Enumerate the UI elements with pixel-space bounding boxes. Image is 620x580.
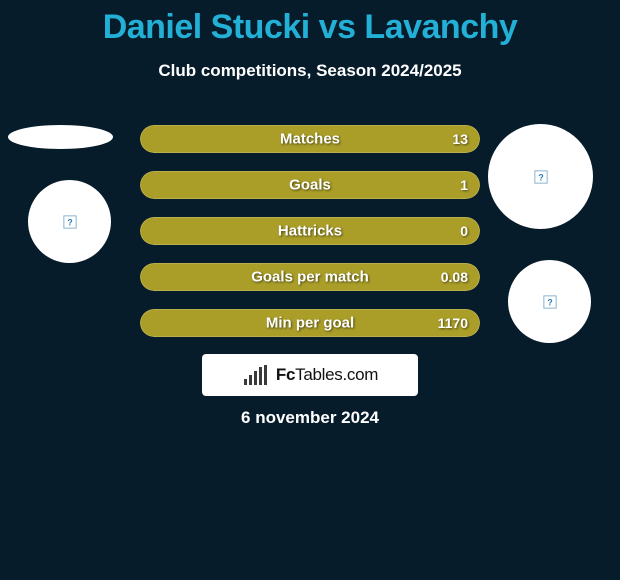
player-right-badge-2: ? <box>508 260 591 343</box>
subtitle: Club competitions, Season 2024/2025 <box>0 61 620 81</box>
stat-label: Min per goal <box>266 315 354 332</box>
player-right-badge-1: ? <box>488 124 593 229</box>
stat-bar: Goals 1 <box>140 171 480 199</box>
page-title: Daniel Stucki vs Lavanchy <box>0 0 620 47</box>
stat-bar: Matches 13 <box>140 125 480 153</box>
stat-bar: Hattricks 0 <box>140 217 480 245</box>
stat-label: Goals per match <box>251 269 369 286</box>
stat-bar: Goals per match 0.08 <box>140 263 480 291</box>
svg-text:?: ? <box>538 172 543 182</box>
stat-value: 1 <box>460 177 468 193</box>
svg-text:?: ? <box>67 217 72 227</box>
date-text: 6 november 2024 <box>0 408 620 428</box>
decor-ellipse <box>8 125 113 149</box>
stats-bars: Matches 13 Goals 1 Hattricks 0 Goals per match… <box>140 125 480 355</box>
stat-bar: Min per goal 1170 <box>140 309 480 337</box>
player-left-badge: ? <box>28 180 111 263</box>
logo-text: FcTables.com <box>276 365 378 385</box>
logo-badge: FcTables.com <box>202 354 418 396</box>
stat-value: 1170 <box>438 315 468 331</box>
stat-value: 13 <box>452 131 468 147</box>
stat-label: Hattricks <box>278 223 342 240</box>
svg-text:?: ? <box>547 297 552 307</box>
bars-icon <box>242 365 270 385</box>
stat-value: 0 <box>460 223 468 239</box>
stat-value: 0.08 <box>441 269 468 285</box>
stat-label: Goals <box>289 177 331 194</box>
stat-label: Matches <box>280 131 340 148</box>
